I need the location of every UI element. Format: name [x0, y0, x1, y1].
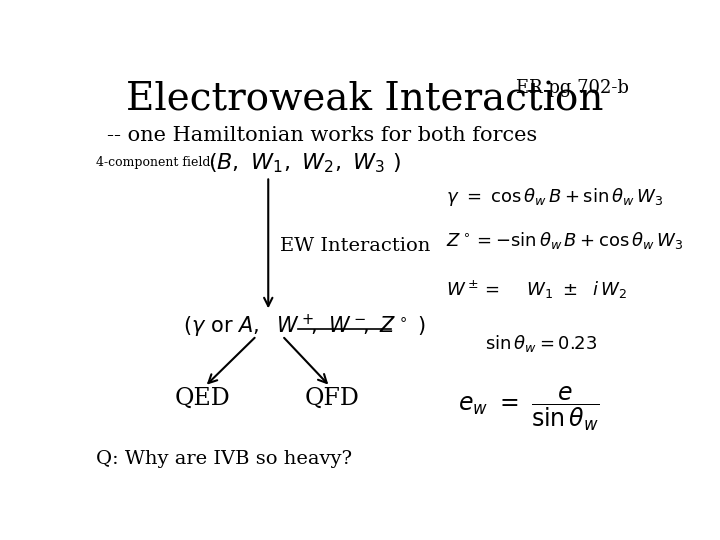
Text: 4-component field:: 4-component field: [96, 156, 215, 168]
Text: QFD: QFD [305, 387, 359, 410]
Text: $\sin\theta_w = 0.23$: $\sin\theta_w = 0.23$ [485, 333, 598, 354]
Text: EW Interaction: EW Interaction [280, 237, 431, 255]
Text: ER pg 702-b: ER pg 702-b [516, 79, 629, 97]
Text: $e_w\ =\ \dfrac{e}{\sin\theta_w}$: $e_w\ =\ \dfrac{e}{\sin\theta_w}$ [458, 384, 600, 433]
Text: Electroweak Interaction: Electroweak Interaction [127, 82, 604, 119]
Text: -- one Hamiltonian works for both forces: -- one Hamiltonian works for both forces [107, 126, 538, 145]
Text: $\gamma\ =\ \cos\theta_w\, B + \sin\theta_w\, W_3$: $\gamma\ =\ \cos\theta_w\, B + \sin\thet… [446, 186, 664, 208]
Text: $Z^\circ = {-\sin\theta_w\, B + \cos\theta_w\, W_3}$: $Z^\circ = {-\sin\theta_w\, B + \cos\the… [446, 231, 683, 251]
Text: $( B,\ W_1,\ W_2,\ W_3\ )$: $( B,\ W_1,\ W_2,\ W_3\ )$ [208, 152, 401, 176]
Text: $W^\pm =\ \ \ \ W_1\ \pm\ \ i\, W_2$: $W^\pm =\ \ \ \ W_1\ \pm\ \ i\, W_2$ [446, 279, 627, 301]
Text: QED: QED [174, 387, 230, 410]
Text: $( \gamma\ \mathrm{or}\ A,\ \ W^+\!\!,\ W^-\!\!,\ Z^\circ\ )$: $( \gamma\ \mathrm{or}\ A,\ \ W^+\!\!,\ … [183, 313, 426, 340]
Text: Q: Why are IVB so heavy?: Q: Why are IVB so heavy? [96, 450, 352, 468]
